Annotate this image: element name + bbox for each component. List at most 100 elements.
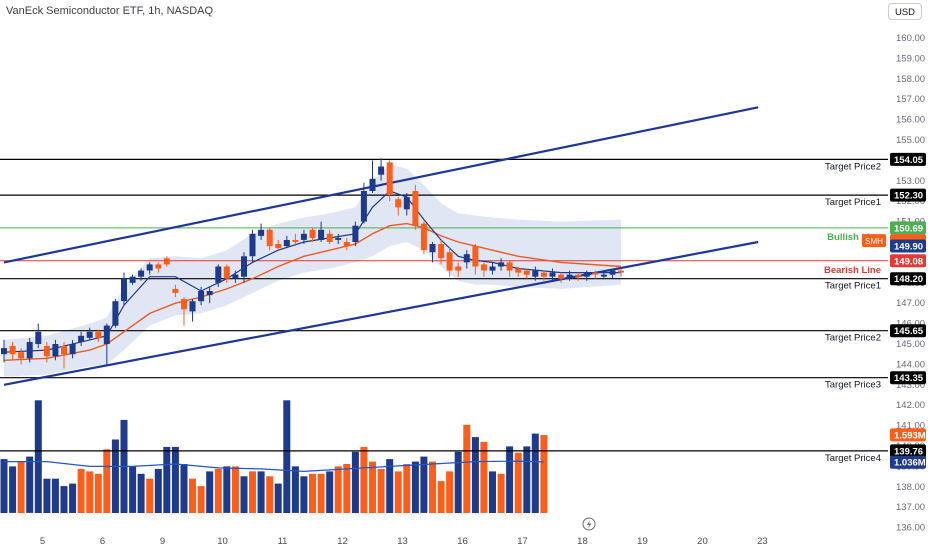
candle-body: [121, 278, 127, 302]
candle-body: [189, 301, 196, 312]
candle-body: [386, 162, 393, 195]
price-badge: 150.69: [890, 221, 926, 234]
volume-bar: [103, 449, 111, 513]
candle: [575, 272, 582, 281]
volume-bar: [266, 476, 274, 514]
candle: [455, 262, 462, 277]
badge-box: [890, 239, 926, 253]
candle-body: [420, 223, 427, 251]
volume-bar: [111, 439, 119, 513]
volume-bar: [514, 452, 522, 513]
volume-bar: [360, 446, 368, 514]
line-label: Target Price1: [825, 197, 881, 208]
y-tick-label: 143.00: [896, 380, 925, 391]
price-badge: 154.05: [890, 152, 926, 166]
line-label: Target Price2: [825, 161, 881, 172]
candle-body: [18, 352, 25, 359]
candle: [395, 197, 402, 216]
candle: [155, 262, 162, 273]
candle: [215, 264, 222, 287]
candle-body: [61, 346, 67, 355]
flash-icon: [582, 517, 596, 531]
candle: [43, 342, 50, 363]
candle: [26, 337, 33, 363]
candle: [258, 223, 265, 240]
candle-body: [223, 266, 230, 279]
candle-body: [1, 348, 7, 355]
badge-text: 139.76: [894, 446, 923, 457]
candle-body: [369, 178, 376, 191]
candle-body: [78, 335, 85, 342]
candle-body: [155, 264, 162, 269]
volume-bar: [334, 466, 342, 513]
volume-bar: [523, 446, 531, 513]
ema-badge: 149.90: [890, 239, 926, 253]
y-tick-label: 136.00: [896, 523, 925, 534]
candle: [146, 262, 153, 275]
y-tick-label: 153.00: [896, 176, 925, 187]
line-label: Target Price3: [825, 380, 881, 391]
symbol-badge: SMH: [862, 234, 886, 248]
candle-body: [232, 274, 239, 279]
candle: [326, 229, 333, 244]
candle-body: [378, 166, 385, 175]
candle: [489, 262, 496, 275]
x-tick-label: 11: [278, 536, 288, 547]
badge-box: [890, 272, 926, 286]
volume-bar: [51, 478, 59, 513]
volume-bar: [43, 478, 51, 513]
candle-body: [463, 254, 470, 263]
candle-body: [446, 252, 453, 271]
y-tick-label: 159.00: [896, 53, 925, 64]
candle-body: [506, 262, 513, 271]
candle: [181, 297, 187, 326]
channel-line-lower: [3, 240, 759, 386]
volume-bar: [154, 468, 162, 513]
badge-box: [890, 455, 926, 469]
volume-bar: [206, 471, 214, 513]
y-tick-label: 155.00: [896, 135, 925, 146]
candle: [343, 237, 350, 251]
candle-body: [498, 262, 505, 267]
candle-body: [549, 272, 556, 277]
candle: [558, 272, 565, 283]
volume-bar: [309, 473, 316, 513]
x-tick-label: 19: [637, 536, 648, 547]
candle-body: [181, 299, 187, 310]
candle-body: [515, 268, 522, 273]
currency-button[interactable]: USD: [888, 3, 922, 20]
candle-body: [26, 342, 33, 359]
candle-body: [95, 331, 102, 338]
y-tick-label: 158.00: [896, 74, 925, 85]
candle: [335, 233, 342, 244]
candle: [86, 327, 93, 340]
candle: [412, 184, 419, 230]
candle: [95, 329, 102, 342]
badge-box: [890, 371, 926, 385]
volume-bar: [506, 446, 514, 513]
badge-text: 143.35: [894, 373, 924, 384]
candle-body: [283, 240, 290, 247]
volume-bar: [17, 461, 25, 514]
volume-badge: 1.036M: [890, 455, 926, 469]
channel-line-upper: [3, 106, 759, 264]
badge-box: [890, 254, 926, 268]
volume-badge: 1.593M: [890, 428, 926, 441]
y-tick-label: 141.00: [896, 421, 925, 432]
volume-bar: [137, 473, 145, 513]
y-tick-label: 156.00: [896, 115, 925, 126]
badge-text: 1.593M: [894, 430, 926, 441]
volume-bar: [480, 441, 488, 513]
x-tick-label: 16: [457, 536, 468, 547]
badge-box: [890, 188, 926, 202]
candle: [283, 235, 290, 249]
candle: [249, 229, 256, 263]
candle-body: [395, 199, 402, 208]
x-tick-label: 20: [697, 536, 708, 547]
line-label: Bearish Line: [824, 265, 881, 276]
candle: [523, 268, 530, 279]
volume-bar: [326, 471, 334, 513]
volume-bar: [394, 471, 402, 513]
candle-body: [52, 344, 59, 357]
